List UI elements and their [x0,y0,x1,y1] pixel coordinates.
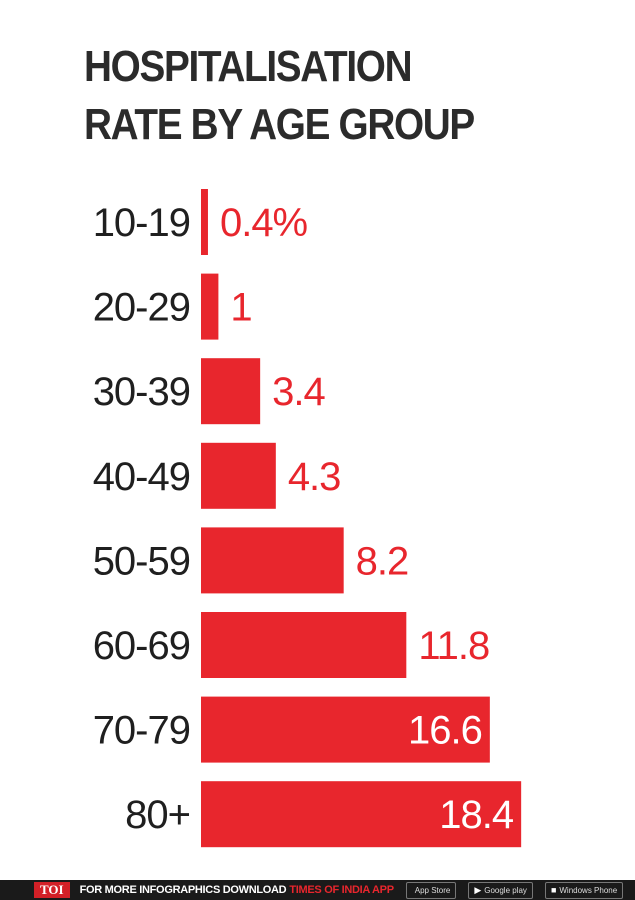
value-label: 16.6 [408,709,482,753]
app-store-badge[interactable]: App Store [405,881,457,899]
category-label: 30-39 [93,370,190,414]
value-label: 1 [230,286,251,330]
chart-title: HOSPITALISATION RATE BY AGE GROUP [84,38,475,154]
category-label: 40-49 [93,455,190,499]
google-play-badge[interactable]: ▶ Google play [468,881,533,899]
category-label: 50-59 [93,539,190,583]
category-label: 20-29 [93,286,190,330]
bar [201,612,407,678]
footer-app-name[interactable]: TIMES OF INDIA APP [289,884,394,896]
title-line-2: RATE BY AGE GROUP [84,100,475,149]
value-label: 0.4% [220,201,308,245]
bar [201,442,276,509]
bar [201,358,261,425]
windows-phone-badge[interactable]: ■ Windows Phone [544,881,624,899]
google-play-icon: ▶ [474,884,482,895]
bar [201,273,219,340]
category-label: 10-19 [93,201,190,245]
windows-phone-label: Windows Phone [559,885,618,895]
google-play-label: Google play [484,885,527,895]
toi-logo: TOI [34,882,70,898]
windows-icon: ■ [550,884,557,895]
bar [201,527,344,594]
bar [201,781,522,848]
value-label: 3.4 [272,370,325,414]
category-label: 60-69 [93,624,190,668]
value-label: 11.8 [418,624,489,668]
bar [201,189,208,255]
bar [201,696,490,763]
footer-text: FOR MORE INFOGRAPHICS DOWNLOAD [79,884,287,896]
bar-chart: 10-19 0.4% 20-29 1 30-39 3.4 40-49 4.3 50-59 8.2 6… [93,189,522,848]
category-label: 80+ [125,793,190,837]
value-label: 8.2 [356,539,409,583]
footer-bar: TOI FOR MORE INFOGRAPHICS DOWNLOAD TIMES… [0,880,635,900]
value-label: 18.4 [439,793,514,837]
app-store-label: App Store [414,885,451,895]
title-line-1: HOSPITALISATION [84,42,413,91]
category-label: 70-79 [93,709,190,753]
value-label: 4.3 [288,455,341,499]
